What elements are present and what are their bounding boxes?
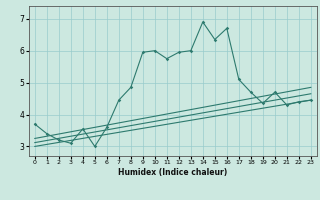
X-axis label: Humidex (Indice chaleur): Humidex (Indice chaleur): [118, 168, 228, 177]
